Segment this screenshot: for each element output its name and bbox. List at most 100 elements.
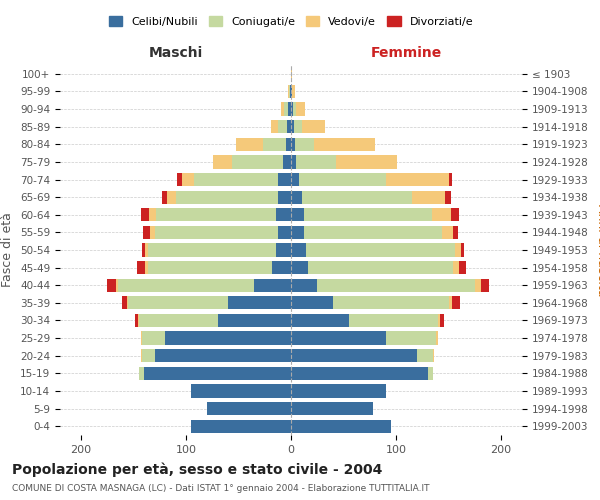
Bar <box>127 296 128 310</box>
Bar <box>386 332 436 344</box>
Bar <box>291 261 308 274</box>
Bar <box>291 402 373 415</box>
Bar <box>291 102 293 116</box>
Bar <box>451 208 459 222</box>
Bar <box>143 226 150 239</box>
Bar <box>317 278 475 292</box>
Bar <box>145 261 148 274</box>
Bar <box>284 102 288 116</box>
Bar <box>459 261 466 274</box>
Text: Maschi: Maschi <box>148 46 203 60</box>
Bar <box>139 366 144 380</box>
Bar <box>333 296 449 310</box>
Bar <box>291 420 391 433</box>
Bar <box>154 226 278 239</box>
Bar <box>417 349 433 362</box>
Bar <box>299 173 386 186</box>
Bar <box>288 85 289 98</box>
Bar <box>290 85 291 98</box>
Bar <box>107 278 116 292</box>
Bar <box>228 296 291 310</box>
Bar <box>283 156 291 168</box>
Bar <box>151 226 155 239</box>
Bar <box>176 173 182 186</box>
Bar <box>142 244 145 256</box>
Bar <box>144 366 291 380</box>
Bar <box>433 349 434 362</box>
Bar <box>294 120 302 134</box>
Bar <box>118 278 254 292</box>
Bar <box>349 314 438 327</box>
Bar <box>155 349 291 362</box>
Bar <box>194 173 278 186</box>
Bar <box>438 314 440 327</box>
Bar <box>141 349 142 362</box>
Bar <box>293 102 296 116</box>
Bar <box>162 190 167 204</box>
Bar <box>291 208 304 222</box>
Bar <box>218 314 291 327</box>
Bar <box>304 226 442 239</box>
Bar <box>287 120 291 134</box>
Bar <box>461 244 464 256</box>
Bar <box>291 120 294 134</box>
Bar <box>291 349 417 362</box>
Bar <box>296 156 336 168</box>
Bar <box>182 173 194 186</box>
Bar <box>263 138 286 151</box>
Bar <box>440 314 444 327</box>
Bar <box>291 226 304 239</box>
Bar <box>116 278 118 292</box>
Bar <box>232 156 283 168</box>
Bar <box>427 366 433 380</box>
Text: Popolazione per età, sesso e stato civile - 2004: Popolazione per età, sesso e stato civil… <box>12 462 382 477</box>
Bar <box>308 261 453 274</box>
Bar <box>286 138 291 151</box>
Bar <box>142 349 155 362</box>
Text: Femmine: Femmine <box>371 46 442 60</box>
Bar <box>278 120 287 134</box>
Bar <box>236 138 263 151</box>
Bar <box>436 332 438 344</box>
Bar <box>191 384 291 398</box>
Bar <box>453 226 458 239</box>
Bar <box>138 314 139 327</box>
Bar <box>165 332 291 344</box>
Y-axis label: Anni di nascita: Anni di nascita <box>595 204 600 296</box>
Bar <box>386 173 449 186</box>
Bar <box>141 332 142 344</box>
Bar <box>291 278 317 292</box>
Bar <box>291 384 386 398</box>
Bar <box>167 190 176 204</box>
Bar <box>277 244 291 256</box>
Bar <box>148 261 272 274</box>
Bar <box>289 85 290 98</box>
Bar <box>148 244 277 256</box>
Bar <box>455 244 461 256</box>
Bar <box>141 208 149 222</box>
Bar <box>272 261 291 274</box>
Y-axis label: Fasce di età: Fasce di età <box>1 212 14 288</box>
Bar <box>175 190 278 204</box>
Bar <box>128 296 228 310</box>
Bar <box>412 190 445 204</box>
Bar <box>291 67 292 80</box>
Bar <box>295 138 314 151</box>
Bar <box>137 261 145 274</box>
Bar <box>142 332 165 344</box>
Bar <box>452 296 460 310</box>
Bar <box>304 208 432 222</box>
Bar <box>139 314 218 327</box>
Bar <box>291 244 306 256</box>
Bar <box>288 102 291 116</box>
Bar <box>277 208 291 222</box>
Bar <box>336 156 397 168</box>
Bar <box>155 208 277 222</box>
Bar <box>445 190 451 204</box>
Bar <box>296 102 305 116</box>
Bar <box>291 173 299 186</box>
Bar <box>453 261 459 274</box>
Bar <box>302 190 412 204</box>
Bar <box>475 278 481 292</box>
Bar <box>278 190 291 204</box>
